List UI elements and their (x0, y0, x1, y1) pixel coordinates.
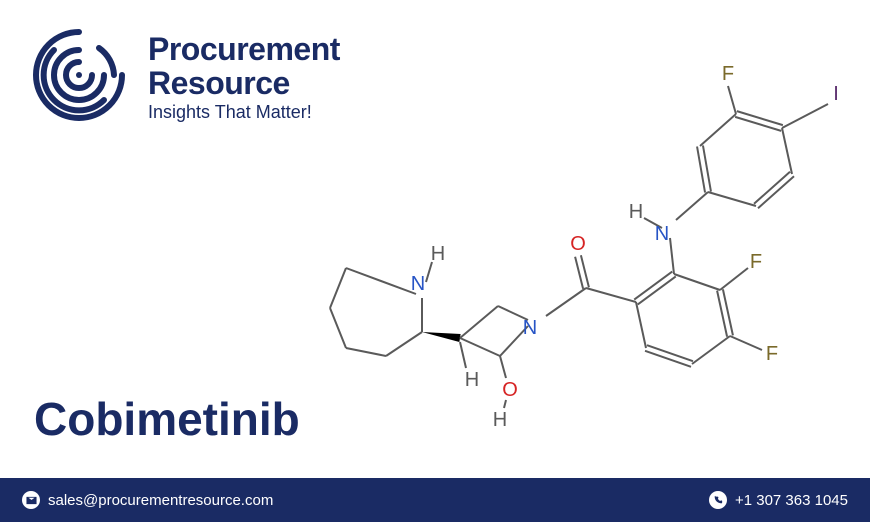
svg-text:O: O (502, 379, 518, 401)
footer-bar: sales@procurementresource.com +1 307 363… (0, 478, 870, 522)
molecule-diagram: NHHNOHOFFNHFI (310, 30, 870, 450)
svg-text:F: F (722, 63, 734, 85)
footer-email: sales@procurementresource.com (22, 491, 273, 509)
svg-text:N: N (655, 223, 669, 245)
svg-text:N: N (523, 317, 537, 339)
svg-text:H: H (629, 201, 643, 223)
svg-text:H: H (431, 243, 445, 265)
svg-text:N: N (411, 273, 425, 295)
svg-text:I: I (833, 83, 839, 105)
compound-title: Cobimetinib (34, 392, 300, 446)
footer-email-text: sales@procurementresource.com (48, 492, 273, 509)
svg-text:O: O (570, 233, 586, 255)
svg-text:H: H (493, 409, 507, 431)
phone-icon (709, 491, 727, 509)
svg-text:F: F (750, 251, 762, 273)
footer-phone-text: +1 307 363 1045 (735, 492, 848, 509)
brand-logo (24, 20, 134, 135)
svg-text:F: F (766, 343, 778, 365)
svg-text:H: H (465, 369, 479, 391)
footer-phone: +1 307 363 1045 (709, 491, 848, 509)
email-icon (22, 491, 40, 509)
